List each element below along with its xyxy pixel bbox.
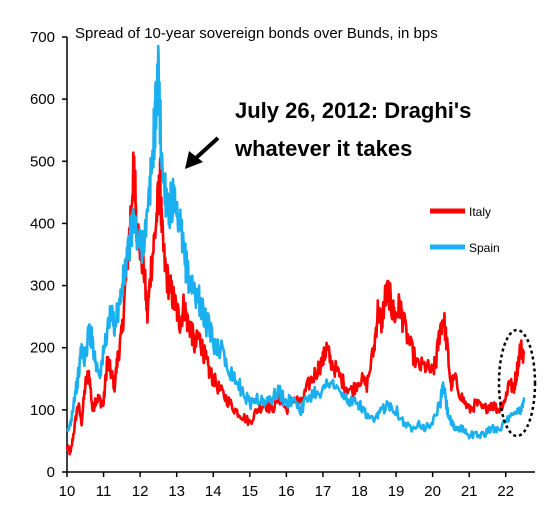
y-tick-label: 0: [47, 464, 55, 481]
x-tick-label: 20: [424, 483, 441, 500]
series-line-italy: [65, 151, 526, 456]
x-tick-label: 17: [315, 483, 332, 500]
y-axis: 0 100 200 300 400 500 600 700: [30, 29, 68, 481]
legend-label-spain: Spain: [469, 241, 500, 255]
annotation-arrow: [185, 136, 220, 169]
legend: Italy Spain: [430, 205, 500, 255]
x-tick-label: 16: [278, 483, 295, 500]
y-tick-label: 600: [30, 91, 55, 108]
x-tick-label: 14: [205, 483, 222, 500]
x-tick-label: 15: [241, 483, 258, 500]
legend-label-italy: Italy: [469, 205, 491, 219]
y-tick-label: 500: [30, 153, 55, 170]
x-tick-label: 21: [461, 483, 478, 500]
y-tick-label: 100: [30, 402, 55, 419]
y-tick-label: 700: [30, 29, 55, 46]
x-tick-label: 10: [59, 483, 76, 500]
x-axis: 10 11 12 13 14 15 16 17 18 19 20 21 22: [59, 471, 535, 500]
x-tick-label: 12: [132, 483, 149, 500]
highlight-ellipse: [497, 328, 537, 438]
y-tick-label: 400: [30, 215, 55, 232]
x-tick-label: 13: [168, 483, 185, 500]
series-layer: [65, 44, 526, 456]
x-tick-label: 22: [497, 483, 514, 500]
annotation-line-1: July 26, 2012: Draghi's: [235, 98, 471, 123]
y-tick-label: 200: [30, 340, 55, 357]
x-tick-label: 19: [388, 483, 405, 500]
series-line-spain: [66, 44, 526, 440]
y-tick-label: 300: [30, 278, 55, 295]
x-tick-label: 18: [351, 483, 368, 500]
chart-title: Spread of 10-year sovereign bonds over B…: [75, 25, 438, 42]
annotation-line-2: whatever it takes: [234, 136, 412, 161]
x-tick-label: 11: [96, 483, 112, 500]
